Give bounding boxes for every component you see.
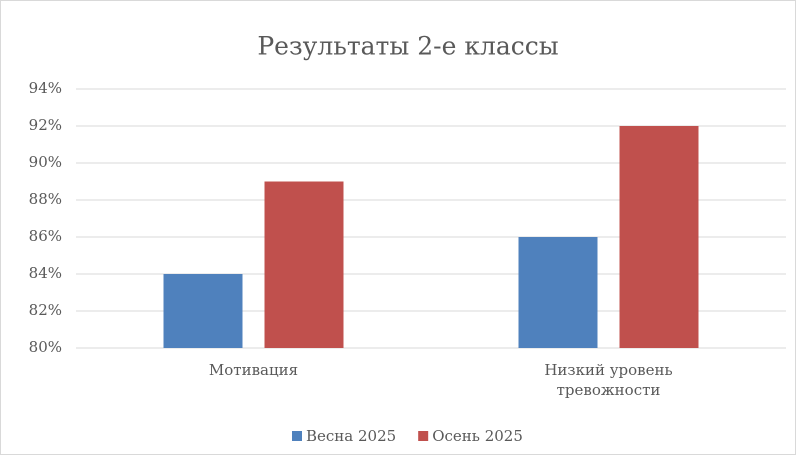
bar: [163, 274, 243, 348]
y-tick-label: 86%: [29, 227, 62, 245]
legend-swatch: [292, 431, 302, 441]
y-tick-label: 88%: [29, 190, 62, 208]
x-tick-label-box: Мотивация: [208, 361, 299, 379]
x-tick-label-box: Низкий уровень тревожности: [544, 361, 673, 399]
bar: [619, 126, 699, 348]
y-tick-label: 90%: [29, 153, 62, 171]
bar: [518, 237, 598, 348]
y-tick-label: 82%: [29, 301, 62, 319]
x-tick-label: Мотивация: [208, 361, 299, 379]
chart-title: Результаты 2-е классы: [257, 32, 558, 61]
y-tick-label: 92%: [29, 116, 62, 134]
legend-swatch: [418, 431, 429, 441]
bar: [264, 181, 344, 348]
y-tick-label: 84%: [29, 264, 62, 282]
y-tick-label: 94%: [29, 79, 62, 97]
legend-label: Осень 2025: [432, 427, 523, 445]
y-tick-label: 80%: [29, 338, 62, 356]
legend-label: Весна 2025: [306, 427, 396, 445]
x-tick-label: Низкий уровень тревожности: [544, 361, 673, 399]
